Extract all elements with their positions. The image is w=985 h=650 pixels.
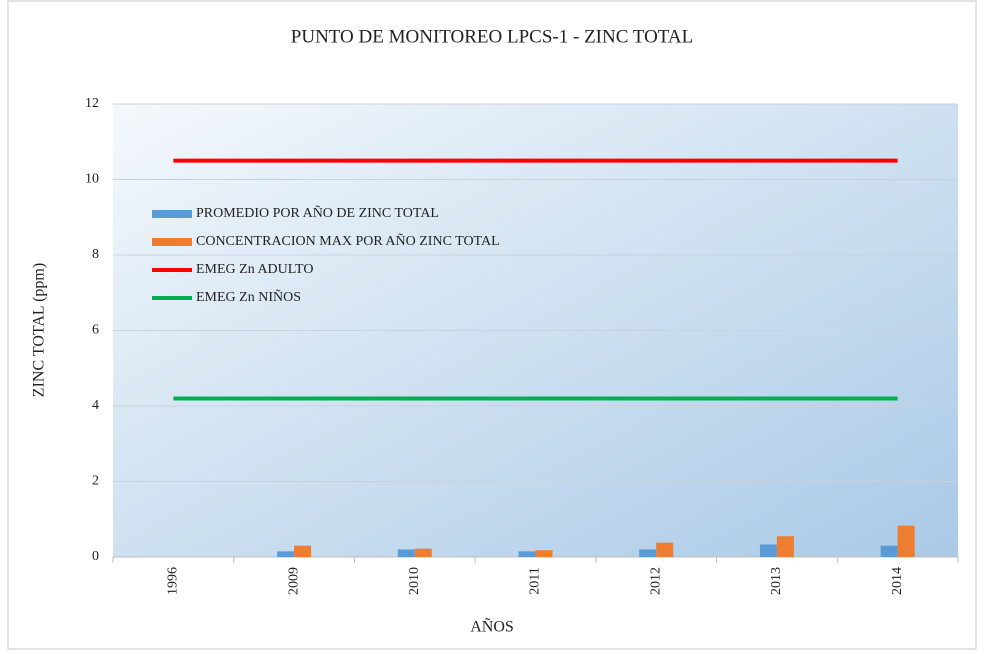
bar	[897, 525, 915, 557]
x-tick-label: 2014	[890, 567, 905, 595]
bar	[880, 545, 898, 557]
legend-label: PROMEDIO POR AÑO DE ZINC TOTAL	[196, 205, 439, 221]
y-tick-label: 6	[92, 323, 99, 338]
bar	[294, 545, 312, 557]
x-tick-label: 2013	[769, 567, 784, 595]
legend-label: EMEG Zn NIÑOS	[196, 289, 301, 305]
bar	[759, 544, 777, 557]
x-tick-label: 1996	[166, 567, 181, 595]
bar	[535, 550, 553, 557]
x-tick-label: 2009	[286, 567, 301, 595]
y-tick-label: 2	[92, 474, 99, 489]
x-axis-title: AÑOS	[470, 618, 514, 636]
chart-title: PUNTO DE MONITOREO LPCS-1 - ZINC TOTAL	[291, 26, 693, 47]
y-tick-label: 10	[85, 172, 99, 187]
bar	[397, 549, 415, 557]
bar	[414, 548, 432, 557]
legend-label: EMEG Zn ADULTO	[196, 262, 313, 277]
bar	[639, 549, 657, 557]
x-tick-label: 2011	[528, 567, 543, 594]
legend-swatch	[152, 238, 192, 246]
y-tick-label: 8	[92, 247, 99, 262]
y-tick-label: 12	[85, 96, 99, 111]
y-tick-label: 4	[92, 398, 99, 413]
bar	[277, 551, 295, 557]
legend-label: CONCENTRACION MAX POR AÑO ZINC TOTAL	[196, 233, 500, 249]
bar	[518, 551, 536, 557]
bar	[656, 542, 674, 557]
y-tick-label: 0	[92, 549, 99, 564]
x-tick-label: 2010	[407, 567, 422, 595]
bar	[776, 536, 794, 557]
legend-swatch	[152, 210, 192, 218]
y-axis-title: ZINC TOTAL (ppm)	[31, 263, 48, 397]
x-tick-label: 2012	[648, 567, 663, 595]
